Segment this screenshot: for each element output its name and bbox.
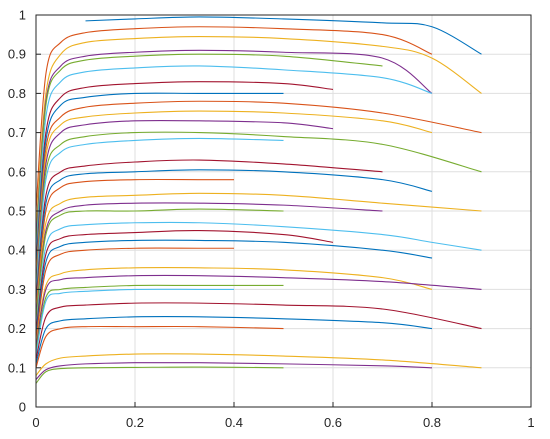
series-line <box>35 302 482 361</box>
series-line <box>35 81 334 266</box>
y-tick-label: 0.7 <box>8 125 26 140</box>
series-line <box>35 366 284 384</box>
series-line <box>35 169 433 306</box>
series-line <box>35 26 433 212</box>
y-tick-label: 0.4 <box>8 243 26 258</box>
series-line <box>85 16 482 55</box>
series-line <box>35 137 284 294</box>
y-tick-label: 1 <box>19 8 26 23</box>
series-line <box>35 159 383 302</box>
x-tick-labels: 0 0.2 0.4 0.6 0.8 1 <box>32 415 534 430</box>
series-line <box>35 284 284 353</box>
series-line <box>35 325 284 368</box>
series-line <box>35 239 433 337</box>
y-tick-label: 0 <box>19 400 26 415</box>
y-tick-label: 0.3 <box>8 282 26 297</box>
x-tick-label: 0 <box>32 415 39 430</box>
x-tick-label: 0.8 <box>423 415 441 430</box>
y-tick-labels: 0 0.1 0.2 0.3 0.4 0.5 0.6 0.7 0.8 0.9 1 <box>8 8 26 415</box>
x-tick-label: 1 <box>527 415 534 430</box>
series-line <box>35 267 433 345</box>
series-line <box>35 119 334 286</box>
series-line <box>35 53 383 251</box>
series-group <box>35 14 482 408</box>
series-line <box>35 230 334 333</box>
series-line <box>35 247 235 341</box>
series-line <box>35 110 433 282</box>
x-tick-label: 0.2 <box>126 415 144 430</box>
y-tick-label: 0.2 <box>8 321 26 336</box>
series-line <box>35 208 284 321</box>
y-tick-label: 0.9 <box>8 47 26 62</box>
y-tick-label: 0.8 <box>8 86 26 101</box>
y-tick-label: 0.1 <box>8 360 26 375</box>
series-line <box>35 288 234 357</box>
series-line <box>35 316 433 365</box>
series-line <box>35 362 433 380</box>
y-tick-label: 0.5 <box>8 204 26 219</box>
series-line <box>35 36 482 231</box>
series-line <box>35 274 482 349</box>
tick-marks <box>35 14 532 408</box>
series-line <box>35 92 284 270</box>
x-tick-label: 0.4 <box>225 415 243 430</box>
series-line <box>35 100 482 278</box>
series-line <box>35 353 482 376</box>
series-line <box>35 221 482 329</box>
series-line <box>35 178 234 310</box>
y-tick-label: 0.6 <box>8 164 26 179</box>
series-line <box>35 202 383 317</box>
series-line <box>35 65 433 259</box>
series-line <box>35 131 482 290</box>
x-tick-label: 0.6 <box>324 415 342 430</box>
series-line <box>35 49 433 243</box>
series-line <box>35 192 482 313</box>
